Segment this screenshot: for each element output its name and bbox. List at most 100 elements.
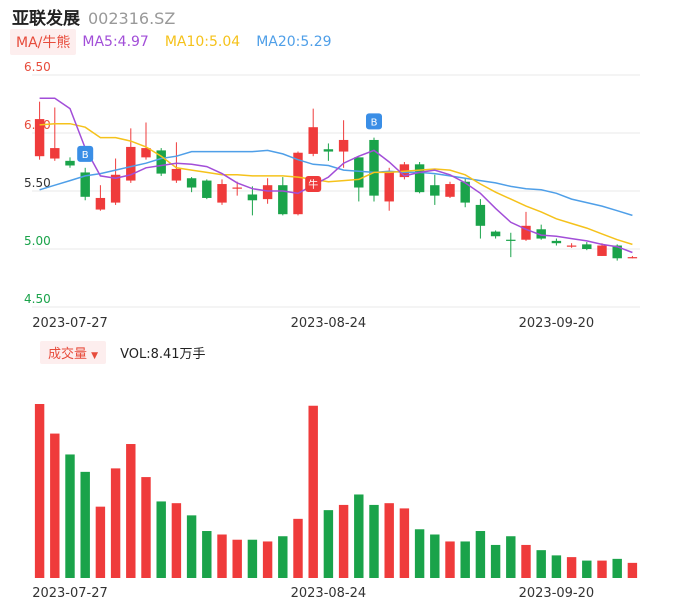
candle-body [65, 160, 75, 166]
volume-bar [369, 504, 379, 578]
candle-body [186, 178, 197, 188]
candle-body [141, 148, 151, 158]
candle-body [80, 172, 90, 197]
volume-bar [551, 555, 562, 578]
signal-marker: B [366, 113, 382, 130]
price-x-tick-label: 2023-09-20 [519, 316, 595, 331]
candle-body [536, 229, 546, 239]
signal-marker-text: 牛 [308, 178, 318, 191]
volume-bar [384, 503, 394, 578]
volume-bar [262, 541, 273, 578]
volume-bar [399, 508, 410, 578]
volume-bar [126, 444, 136, 578]
price-tick-label: 5.50 [24, 176, 51, 190]
signal-marker-badge [77, 145, 94, 162]
candle-body [627, 257, 638, 259]
volume-bar [582, 560, 592, 578]
volume-bar [414, 529, 425, 578]
volume-bar [460, 541, 470, 578]
candle-body [323, 149, 334, 152]
candle-body [582, 244, 592, 249]
volume-bar [566, 557, 577, 578]
candle-body [34, 119, 45, 157]
volume-bar [141, 477, 151, 578]
candle-body [95, 197, 106, 210]
signal-marker: B [77, 145, 94, 162]
volume-bar [475, 531, 486, 578]
candle-body [156, 150, 166, 174]
signal-marker-badge [366, 113, 382, 130]
dropdown-arrow-icon: ▼ [91, 350, 99, 361]
volume-bar [323, 510, 334, 578]
candle-body [262, 185, 273, 200]
volume-bar [217, 534, 227, 578]
candle-body [460, 181, 470, 203]
volume-x-tick-label: 2023-08-24 [291, 586, 367, 601]
volume-bar [95, 506, 106, 578]
price-x-tick-label: 2023-08-24 [291, 316, 367, 331]
candle-body [126, 146, 136, 181]
signal-marker-text: B [371, 117, 378, 128]
volume-toggle-button[interactable]: 成交量 ▼ [40, 340, 107, 364]
volume-x-tick-label: 2023-07-27 [32, 586, 108, 601]
stock-header: 亚联发展 002316.SZ [12, 4, 176, 29]
volume-bar [50, 433, 60, 578]
candle-body [247, 194, 258, 201]
volume-value: VOL:8.41万手 [120, 346, 206, 362]
volume-bar [34, 404, 45, 578]
volume-legend: 成交量 ▼ VOL:8.41万手 [40, 340, 206, 364]
candle-body [369, 139, 379, 196]
price-x-tick-label: 2023-07-27 [32, 316, 108, 331]
candle-body [354, 157, 364, 188]
volume-bar [308, 405, 318, 578]
ma20-line [39, 149, 633, 217]
volume-bar [597, 560, 607, 578]
ma-toggle-button[interactable]: MA/牛熊 [10, 29, 77, 55]
volume-bar [171, 503, 182, 578]
candle-body [50, 148, 60, 159]
candle-body [202, 180, 212, 198]
candle-body [566, 245, 577, 247]
candle-body [430, 185, 440, 196]
stock-name: 亚联发展 [12, 9, 80, 29]
volume-bar [506, 536, 516, 578]
price-tick-label: 5.00 [24, 234, 51, 248]
candle-body [278, 185, 288, 215]
volume-bar [80, 471, 90, 578]
candle-body [506, 239, 516, 241]
candle-body [612, 245, 622, 259]
candle-body [445, 184, 455, 197]
ma10-label: MA10:5.04 [164, 34, 241, 50]
candle-body [171, 168, 182, 181]
ma10-line [39, 122, 633, 246]
signal-marker-badge [305, 176, 322, 193]
volume-bar [536, 550, 546, 578]
candle-body [293, 152, 303, 215]
stock-code: 002316.SZ [88, 9, 176, 28]
candle-body [384, 171, 394, 202]
candle-body [521, 225, 531, 240]
volume-bar [110, 468, 121, 578]
candle-body [217, 184, 227, 203]
volume-bar [293, 518, 303, 578]
volume-bar [430, 534, 440, 578]
candle-body [338, 139, 349, 152]
candle-body [475, 204, 486, 226]
volume-bar [202, 531, 212, 578]
ma5-line [39, 97, 633, 254]
volume-bar [186, 515, 197, 578]
volume-bar [490, 544, 501, 578]
candle-body [110, 174, 121, 203]
volume-bar [232, 539, 242, 578]
ma-legend: MA/牛熊 MA5:4.97 MA10:5.04 MA20:5.29 [10, 29, 348, 55]
candle-body [414, 164, 425, 193]
volume-bar [354, 494, 364, 578]
volume-bar [65, 454, 75, 578]
ma20-label: MA20:5.29 [256, 34, 332, 50]
volume-x-tick-label: 2023-09-20 [519, 586, 595, 601]
signal-marker: 牛 [305, 176, 322, 193]
signal-marker-text: B [82, 150, 89, 161]
volume-bar [247, 539, 258, 578]
volume-bar [338, 504, 349, 578]
